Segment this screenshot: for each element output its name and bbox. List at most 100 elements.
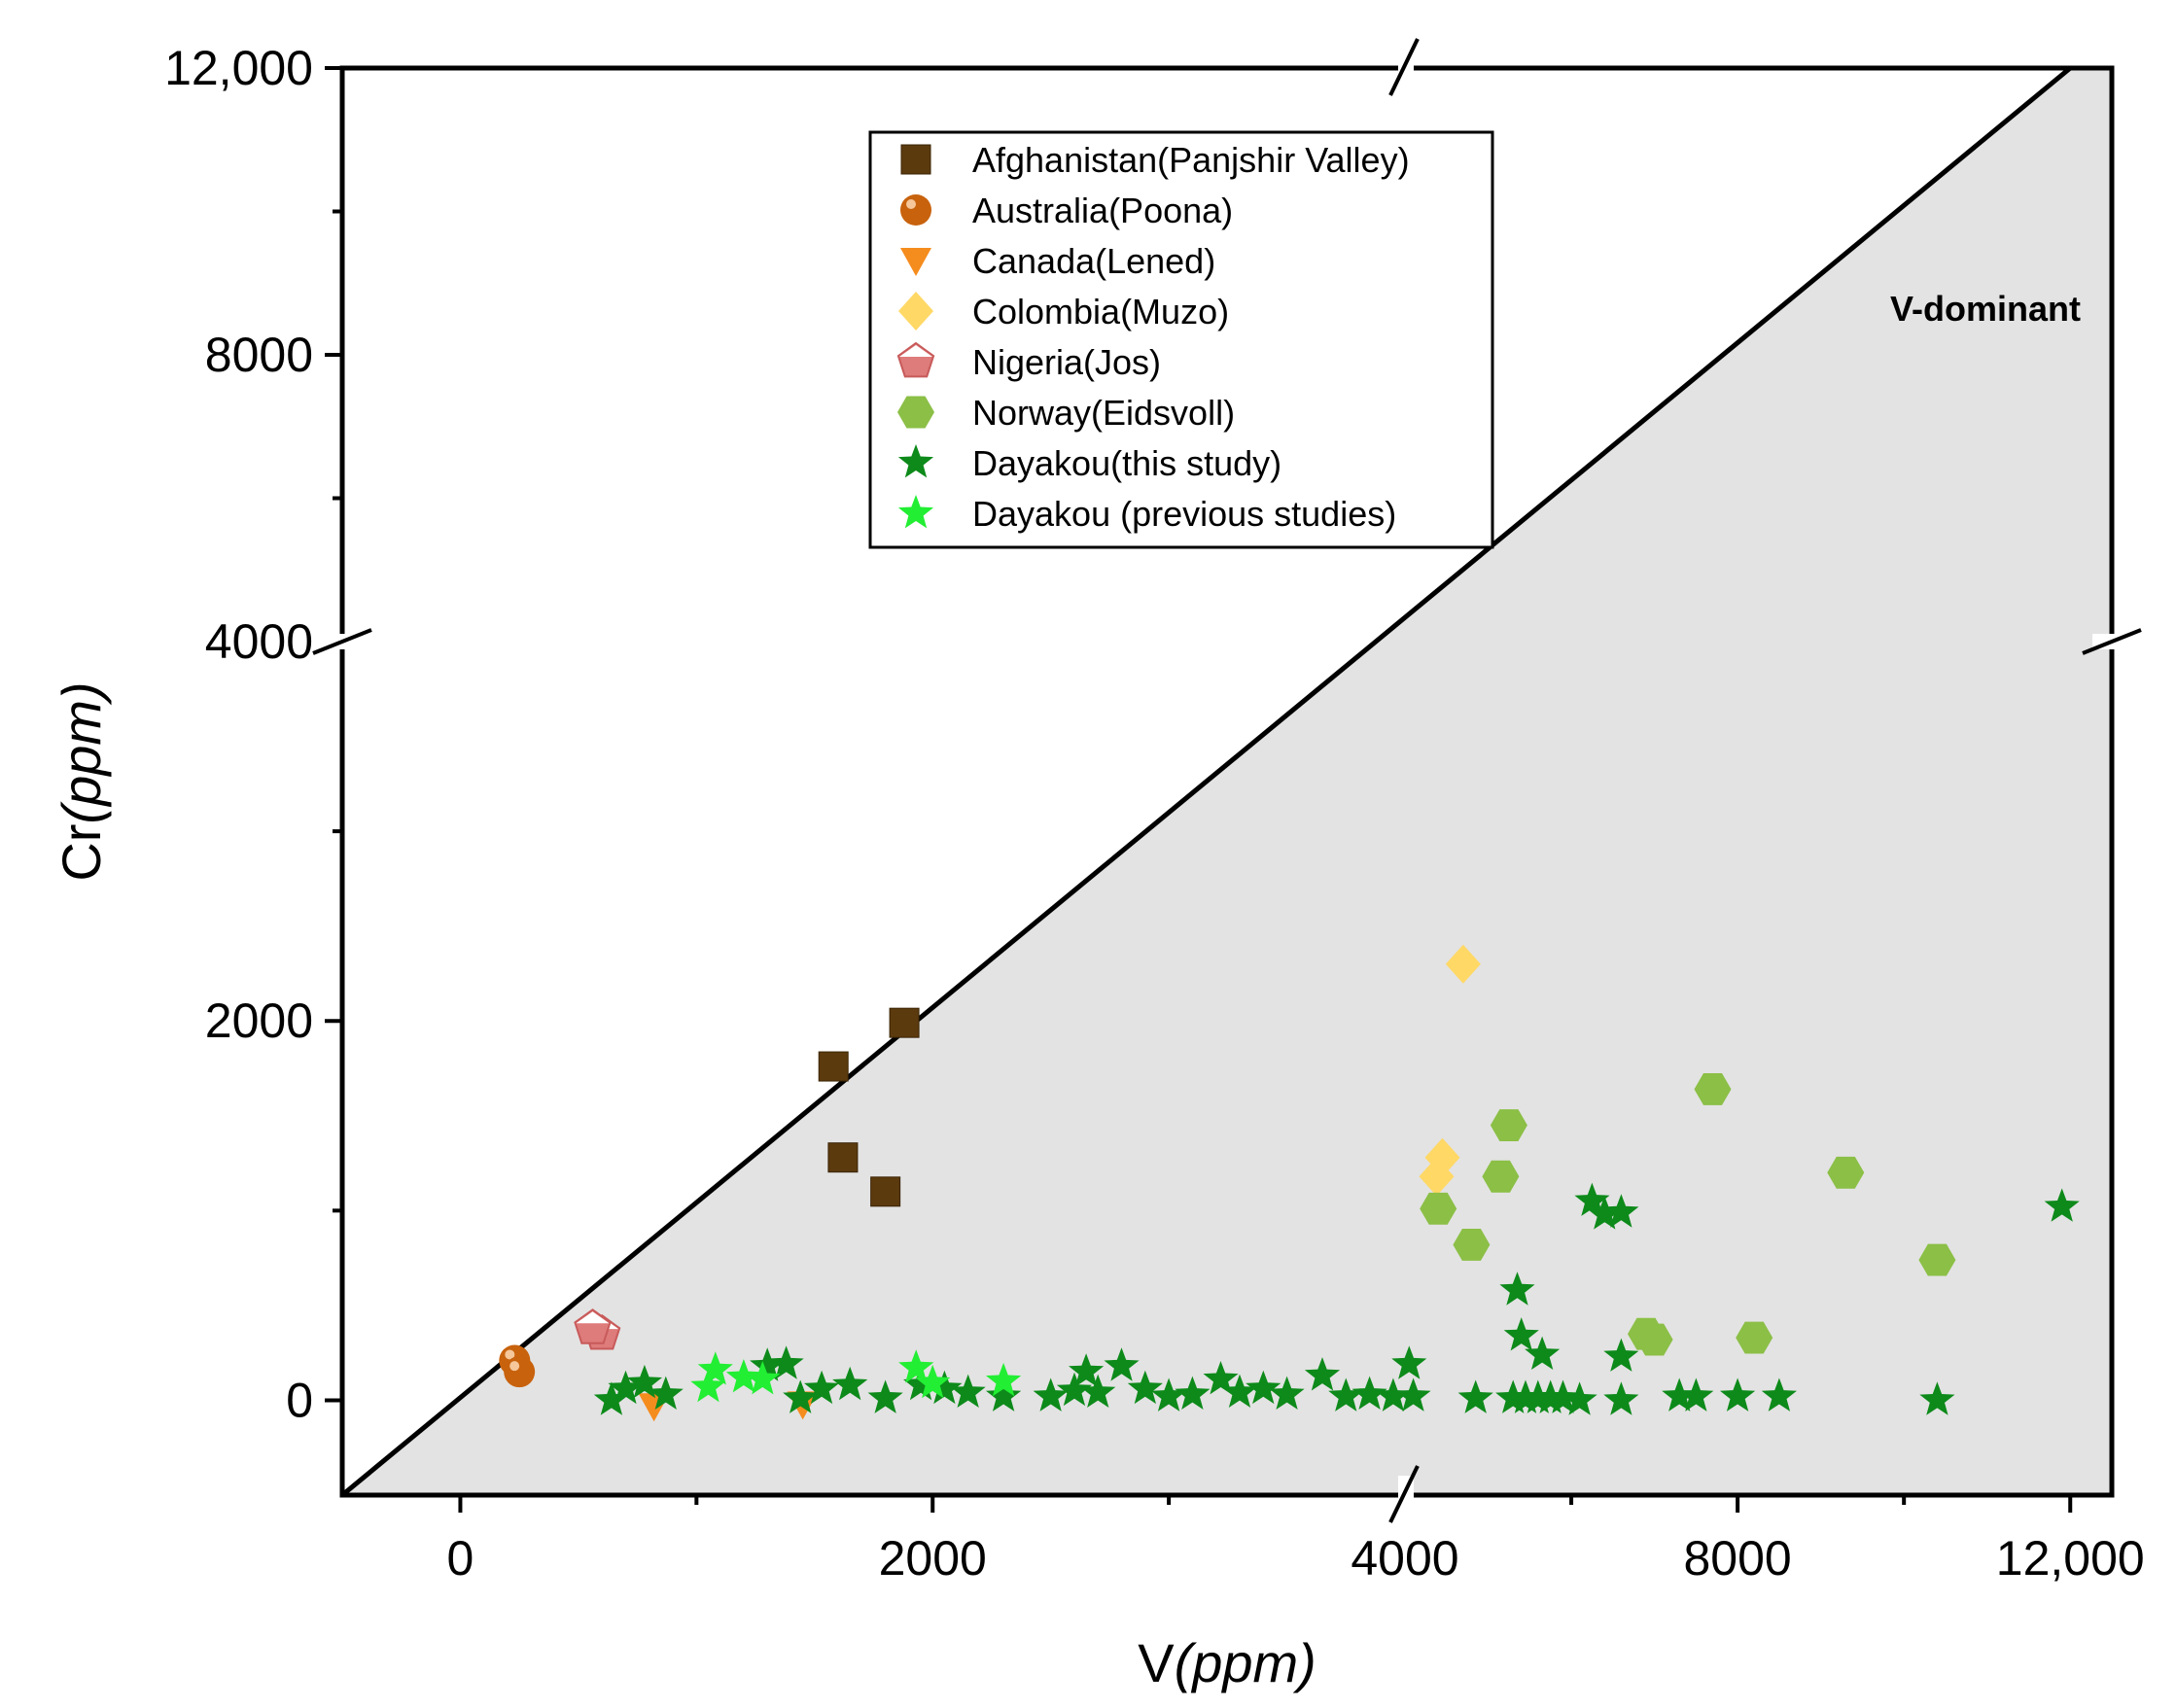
point-dayakou-this-study <box>1391 1345 1427 1379</box>
legend-label-canada-lened: Canada(Lened) <box>972 241 1215 281</box>
legend-label-nigeria-jos: Nigeria(Jos) <box>972 342 1161 382</box>
v-dominant-region <box>342 68 2112 1495</box>
point-dayakou-this-study <box>1562 1381 1597 1415</box>
x-tick-label: 0 <box>447 1531 474 1586</box>
legend-label-afghanistan-panjshir-valley: Afghanistan(Panjshir Valley) <box>972 140 1410 180</box>
point-dayakou-this-study <box>1603 1381 1639 1415</box>
point-norway-eidsvoll <box>1490 1109 1527 1141</box>
point-dayakou-this-study <box>1525 1336 1561 1370</box>
point-norway-eidsvoll <box>1420 1192 1457 1225</box>
axis-ticks <box>325 66 2073 1513</box>
point-dayakou-this-study <box>1662 1377 1698 1412</box>
point-dayakou-this-study <box>1678 1377 1714 1412</box>
point-dayakou-this-study <box>768 1345 804 1379</box>
point-dayakou-this-study <box>783 1379 819 1413</box>
point-dayakou-previous-studies <box>745 1361 781 1395</box>
point-dayakou-this-study <box>1246 1370 1281 1405</box>
point-dayakou-this-study <box>1104 1347 1140 1381</box>
point-dayakou-this-study <box>903 1366 939 1401</box>
x-tick-label: 4000 <box>1351 1531 1458 1586</box>
point-dayakou-this-study <box>1919 1381 1955 1415</box>
point-dayakou-this-study <box>593 1381 629 1415</box>
legend-marker-canada-lened <box>900 248 931 276</box>
legend-label-dayakou-previous-studies: Dayakou (previous studies) <box>972 494 1396 534</box>
point-dayakou-this-study <box>1720 1377 1756 1412</box>
point-norway-eidsvoll <box>1827 1156 1865 1189</box>
point-dayakou-this-study <box>986 1377 1022 1412</box>
legend-marker-dayakou-previous-studies <box>897 495 934 529</box>
point-norway-eidsvoll <box>1736 1321 1773 1354</box>
point-dayakou-this-study <box>1269 1376 1305 1410</box>
legend: Afghanistan(Panjshir Valley) Australia(Po… <box>868 130 1494 549</box>
point-dayakou-this-study <box>1221 1374 1257 1408</box>
point-dayakou-this-study <box>1175 1376 1211 1410</box>
point-dayakou-this-study <box>648 1376 684 1410</box>
point-dayakou-this-study <box>927 1370 963 1405</box>
y-tick-label: 4000 <box>205 614 313 669</box>
point-dayakou-this-study <box>626 1364 662 1399</box>
point-dayakou-this-study <box>1395 1377 1431 1412</box>
diagonal-one-to-one-line <box>340 66 2072 1497</box>
y-tick-label: 0 <box>286 1373 313 1427</box>
point-dayakou-this-study <box>2044 1188 2080 1222</box>
legend-marker-nigeria-jos <box>896 341 935 378</box>
point-dayakou-this-study <box>1587 1196 1623 1230</box>
point-norway-eidsvoll <box>1482 1160 1520 1193</box>
point-dayakou-this-study <box>1328 1377 1364 1412</box>
y-tick-label: 12,000 <box>164 41 313 95</box>
point-dayakou-this-study <box>1761 1377 1797 1412</box>
point-dayakou-previous-studies <box>690 1368 726 1403</box>
point-dayakou-previous-studies <box>986 1362 1022 1397</box>
point-dayakou-this-study <box>832 1366 868 1401</box>
legend-marker-afghanistan-panjshir-valley <box>900 144 931 175</box>
point-afghanistan-panjshir-valley <box>870 1176 901 1207</box>
x-tick-label: 12,000 <box>1996 1531 2145 1586</box>
point-dayakou-this-study <box>1603 1194 1639 1228</box>
point-dayakou-this-study <box>1151 1377 1187 1412</box>
point-dayakou-this-study <box>1503 1317 1539 1351</box>
legend-box <box>868 130 1494 549</box>
point-dayakou-this-study <box>1351 1376 1387 1410</box>
bottom-axis-break <box>1388 1465 1420 1523</box>
point-dayakou-this-study <box>1304 1357 1341 1391</box>
y-tick-label: 8000 <box>205 328 313 382</box>
point-dayakou-this-study <box>608 1370 644 1405</box>
point-dayakou-this-study <box>1574 1182 1610 1216</box>
right-axis-break <box>2082 628 2142 655</box>
x-tick-label: 8000 <box>1684 1531 1792 1586</box>
legend-marker-colombia-muzo <box>898 292 933 331</box>
point-dayakou-this-study <box>1499 1272 1535 1306</box>
point-colombia-muzo <box>1419 1157 1455 1197</box>
point-afghanistan-panjshir-valley <box>827 1142 859 1173</box>
legend-marker-norway-eidsvoll <box>897 396 934 429</box>
legend-label-dayakou-this-study: Dayakou(this study) <box>972 443 1281 483</box>
point-dayakou-this-study <box>1545 1379 1581 1413</box>
point-dayakou-this-study <box>1056 1372 1092 1407</box>
point-norway-eidsvoll <box>1694 1073 1732 1105</box>
plot-frame <box>339 65 2115 1498</box>
point-afghanistan-panjshir-valley <box>889 1007 920 1038</box>
point-dayakou-previous-studies <box>915 1364 951 1399</box>
point-dayakou-this-study <box>867 1379 903 1413</box>
legend-label-colombia-muzo: Colombia(Muzo) <box>972 292 1229 331</box>
legend-marker-australia-poona <box>900 194 931 226</box>
point-dayakou-this-study <box>1457 1379 1493 1413</box>
point-norway-eidsvoll <box>1918 1243 1956 1276</box>
x-tick-label: 2000 <box>879 1531 987 1586</box>
axis-breaks <box>312 38 2142 1523</box>
legend-marker-dayakou-this-study <box>897 444 934 478</box>
point-dayakou-this-study <box>1603 1338 1639 1372</box>
top-axis-break <box>1388 38 1420 96</box>
point-dayakou-previous-studies <box>697 1351 733 1385</box>
point-colombia-muzo <box>1445 944 1481 984</box>
point-australia-poona <box>504 1356 536 1388</box>
y-axis-title: Cr(ppm) <box>51 681 112 881</box>
legend-label-norway-eidsvoll: Norway(Eidsvoll) <box>972 393 1235 433</box>
point-dayakou-this-study <box>1033 1377 1069 1412</box>
left-axis-break <box>312 628 372 655</box>
point-dayakou-this-study <box>1069 1353 1105 1387</box>
point-dayakou-this-study <box>804 1370 840 1405</box>
point-norway-eidsvoll <box>1453 1229 1491 1261</box>
point-norway-eidsvoll <box>1635 1323 1673 1356</box>
